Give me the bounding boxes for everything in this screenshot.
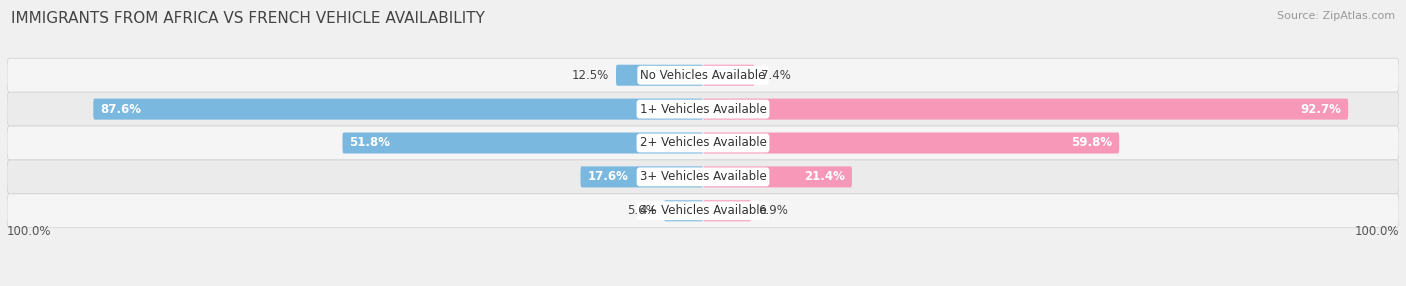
FancyBboxPatch shape [581, 166, 703, 187]
FancyBboxPatch shape [703, 200, 751, 221]
FancyBboxPatch shape [703, 166, 852, 187]
FancyBboxPatch shape [7, 58, 1399, 92]
Text: 92.7%: 92.7% [1301, 103, 1341, 116]
Text: 2+ Vehicles Available: 2+ Vehicles Available [640, 136, 766, 150]
Text: IMMIGRANTS FROM AFRICA VS FRENCH VEHICLE AVAILABILITY: IMMIGRANTS FROM AFRICA VS FRENCH VEHICLE… [11, 11, 485, 26]
FancyBboxPatch shape [7, 92, 1399, 126]
Text: 51.8%: 51.8% [350, 136, 391, 150]
Text: 6.9%: 6.9% [758, 204, 787, 217]
Text: No Vehicles Available: No Vehicles Available [640, 69, 766, 82]
Text: Source: ZipAtlas.com: Source: ZipAtlas.com [1277, 11, 1395, 21]
Text: 3+ Vehicles Available: 3+ Vehicles Available [640, 170, 766, 183]
Text: 17.6%: 17.6% [588, 170, 628, 183]
FancyBboxPatch shape [7, 194, 1399, 228]
FancyBboxPatch shape [7, 126, 1399, 160]
FancyBboxPatch shape [703, 132, 1119, 154]
Text: 87.6%: 87.6% [100, 103, 141, 116]
FancyBboxPatch shape [343, 132, 703, 154]
FancyBboxPatch shape [703, 99, 1348, 120]
Text: 1+ Vehicles Available: 1+ Vehicles Available [640, 103, 766, 116]
Text: 100.0%: 100.0% [7, 225, 52, 238]
Text: 12.5%: 12.5% [572, 69, 609, 82]
Text: 100.0%: 100.0% [1354, 225, 1399, 238]
Text: 59.8%: 59.8% [1071, 136, 1112, 150]
Text: 5.6%: 5.6% [627, 204, 657, 217]
Text: 4+ Vehicles Available: 4+ Vehicles Available [640, 204, 766, 217]
FancyBboxPatch shape [703, 65, 755, 86]
Text: 7.4%: 7.4% [762, 69, 792, 82]
FancyBboxPatch shape [7, 160, 1399, 194]
FancyBboxPatch shape [616, 65, 703, 86]
FancyBboxPatch shape [664, 200, 703, 221]
Text: 21.4%: 21.4% [804, 170, 845, 183]
FancyBboxPatch shape [93, 99, 703, 120]
